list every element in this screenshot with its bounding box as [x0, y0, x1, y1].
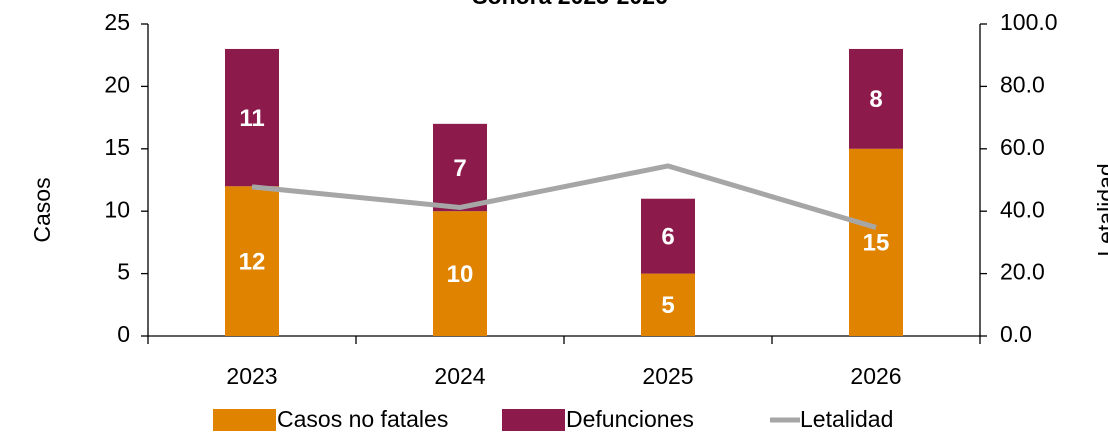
y2-axis-label: Letalidad — [1093, 163, 1108, 256]
bar-segment — [849, 148, 903, 336]
legend-swatch — [502, 409, 565, 431]
y-tick-label: 5 — [117, 259, 130, 285]
y-tick-label: 15 — [104, 134, 130, 160]
y2-tick-label: 100.0 — [1000, 9, 1058, 35]
y2-tick-label: 40.0 — [1000, 196, 1045, 222]
bar-segment — [849, 48, 903, 149]
y-tick-label: 25 — [104, 9, 130, 35]
x-tick-label: 2026 — [850, 363, 901, 389]
data-label: 5 — [661, 292, 674, 319]
y2-tick-label: 20.0 — [1000, 259, 1045, 285]
bar-segment — [225, 186, 279, 336]
data-label: 7 — [453, 155, 466, 182]
legend-label: Casos no fatales — [277, 406, 448, 432]
y-axis-label: Casos — [29, 177, 55, 242]
line-series — [251, 163, 877, 230]
y2-tick-label: 80.0 — [1000, 71, 1045, 97]
bar-segment — [641, 273, 695, 336]
data-label: 11 — [239, 105, 264, 132]
data-label: 10 — [447, 261, 474, 288]
bar-segment — [225, 48, 279, 187]
y2-tick-label: 60.0 — [1000, 134, 1045, 160]
y-tick-label: 10 — [104, 196, 130, 222]
legend-swatch — [213, 409, 276, 431]
y2-tick-label: 0.0 — [1000, 321, 1032, 347]
y-tick-label: 0 — [117, 321, 130, 347]
chart-title: Sonora 2023-2026 — [472, 0, 668, 9]
x-tick-label: 2023 — [226, 363, 277, 389]
y-tick-label: 20 — [104, 71, 130, 97]
bar-segment — [433, 123, 487, 212]
legend-label: Defunciones — [566, 406, 694, 432]
x-tick-label: 2024 — [434, 363, 485, 389]
data-label: 6 — [661, 224, 674, 251]
bar-segment — [433, 211, 487, 336]
x-tick-label: 2025 — [642, 363, 693, 389]
legend-label: Letalidad — [800, 406, 893, 432]
data-label: 15 — [863, 230, 890, 257]
data-label: 12 — [239, 248, 266, 275]
data-label: 8 — [869, 86, 882, 113]
bar-segment — [641, 198, 695, 274]
